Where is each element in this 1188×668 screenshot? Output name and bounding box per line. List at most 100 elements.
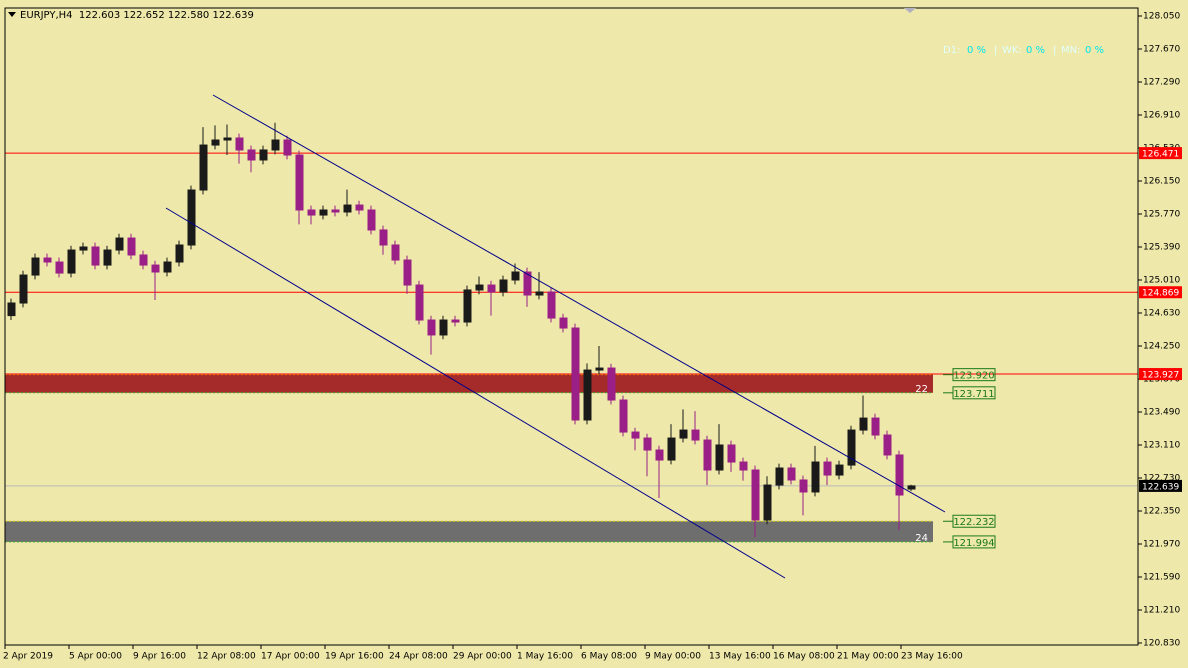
- candle-body: [595, 367, 604, 371]
- candle-body: [571, 327, 580, 421]
- candle-body: [247, 149, 256, 161]
- candle-body: [319, 209, 328, 216]
- candle-body: [175, 244, 184, 263]
- candle-body: [763, 484, 772, 521]
- stat-label: D1:: [943, 45, 960, 56]
- candle-body: [463, 289, 472, 323]
- candle-body: [475, 284, 484, 291]
- candle-body: [547, 291, 556, 319]
- x-tick-label: 2 Apr 2019: [3, 652, 53, 662]
- candle-body: [859, 417, 868, 431]
- stat-separator: |: [1053, 45, 1056, 56]
- candle-body: [379, 229, 388, 246]
- candle-body: [67, 249, 76, 274]
- price-box-label: 122.639: [1142, 482, 1179, 492]
- x-tick-label: 17 Apr 00:00: [261, 652, 320, 662]
- y-tick-label: 126.910: [1143, 110, 1180, 120]
- candle-body: [715, 444, 724, 471]
- candle-body: [643, 437, 652, 451]
- candle-body: [199, 144, 208, 191]
- candle-body: [391, 244, 400, 261]
- y-tick-label: 124.250: [1143, 341, 1180, 351]
- x-tick-label: 13 May 16:00: [709, 652, 771, 662]
- candle-body: [655, 449, 664, 461]
- zone-price-label: 121.994: [953, 538, 994, 549]
- candle-body: [487, 284, 496, 293]
- y-tick-label: 127.290: [1143, 77, 1180, 87]
- y-tick-label: 121.590: [1143, 573, 1180, 583]
- x-tick-label: 1 May 16:00: [517, 652, 573, 662]
- y-tick-label: 122.350: [1143, 506, 1180, 516]
- candle-body: [403, 259, 412, 286]
- zone: [5, 521, 933, 542]
- y-tick-label: 128.050: [1143, 11, 1180, 21]
- candle-body: [211, 139, 220, 146]
- zone-price-box: [952, 514, 996, 528]
- price-box: [1139, 147, 1182, 160]
- price-box-label: 124.869: [1142, 289, 1179, 299]
- candle-body: [631, 431, 640, 439]
- price-box: [1139, 286, 1182, 299]
- candle-body: [439, 319, 448, 336]
- candle-body: [19, 274, 28, 304]
- x-tick-label: 29 Apr 00:00: [453, 652, 512, 662]
- stat-value: 0 %: [967, 45, 986, 56]
- candle-body: [163, 261, 172, 273]
- y-tick-label: 121.210: [1143, 606, 1180, 616]
- candle-body: [619, 399, 628, 433]
- menu-triangle[interactable]: [8, 12, 16, 17]
- stat-value: 0 %: [1026, 45, 1045, 56]
- stat-label: WK:: [1002, 45, 1022, 56]
- y-tick-label: 121.970: [1143, 540, 1180, 550]
- candle-body: [235, 137, 244, 151]
- x-tick-label: 9 May 00:00: [645, 652, 701, 662]
- shift-marker: [904, 8, 916, 13]
- candle-body: [43, 257, 52, 263]
- candle-body: [583, 369, 592, 421]
- candle-body: [451, 319, 460, 323]
- candle-body: [187, 189, 196, 246]
- candle-body: [415, 284, 424, 321]
- candle-body: [787, 467, 796, 481]
- y-tick-label: 124.630: [1143, 308, 1180, 318]
- candle-body: [511, 271, 520, 281]
- candle-body: [283, 139, 292, 156]
- candle-body: [667, 437, 676, 461]
- candle-body: [535, 291, 544, 296]
- stat-label: MN:: [1061, 45, 1080, 56]
- y-tick-label: 123.110: [1143, 440, 1180, 450]
- candle-body: [115, 237, 124, 251]
- price-box: [1139, 368, 1182, 381]
- zone-label: 22: [915, 384, 928, 395]
- candle-body: [499, 279, 508, 293]
- price-box: [1139, 479, 1182, 492]
- channel-line: [165, 207, 786, 579]
- y-tick-label: 125.770: [1143, 209, 1180, 219]
- plot-frame: [4, 7, 1139, 646]
- candle-body: [847, 429, 856, 466]
- candle-body: [835, 464, 844, 476]
- zone-price-box: [952, 386, 996, 400]
- zone-price-box: [952, 368, 996, 382]
- candle-body: [223, 137, 232, 141]
- candle-body: [703, 439, 712, 471]
- candle-body: [871, 417, 880, 436]
- y-tick-label: 122.730: [1143, 473, 1180, 483]
- candle-body: [331, 209, 340, 213]
- candle-body: [727, 444, 736, 463]
- x-tick-label: 23 May 16:00: [901, 652, 963, 662]
- candle-body: [151, 264, 160, 273]
- candle-body: [31, 257, 40, 276]
- candle-body: [523, 271, 532, 296]
- x-tick-label: 19 Apr 16:00: [325, 652, 384, 662]
- candle-body: [883, 434, 892, 456]
- candle-body: [679, 429, 688, 439]
- candle-body: [139, 254, 148, 266]
- candle-body: [895, 454, 904, 496]
- candle-body: [259, 149, 268, 161]
- candle-body: [427, 319, 436, 336]
- zone-price-label: 123.711: [953, 389, 994, 400]
- x-tick-label: 5 Apr 00:00: [69, 652, 122, 662]
